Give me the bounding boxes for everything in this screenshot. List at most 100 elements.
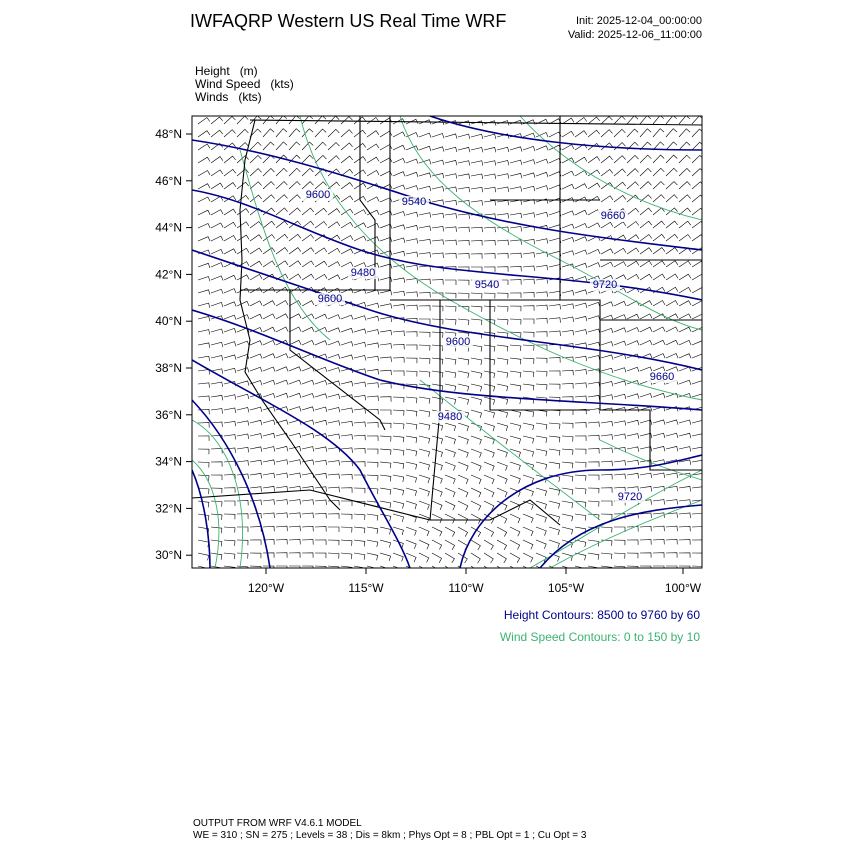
wind-barb: [574, 474, 587, 481]
wind-barb: [665, 432, 679, 439]
wind-barb: [626, 340, 640, 346]
wind-barb: [327, 500, 340, 506]
wind-barb: [561, 210, 575, 216]
contour-label: 9480: [351, 267, 375, 279]
wind-barb: [314, 260, 328, 268]
wind-barb: [366, 315, 380, 322]
wind-barb: [522, 146, 536, 152]
wind-barb: [392, 565, 399, 568]
wind-barb: [444, 513, 456, 524]
wind-barb: [496, 133, 510, 139]
wind-barb: [445, 279, 457, 285]
wind-barb: [626, 181, 639, 190]
lat-label: 40°N: [155, 314, 182, 328]
wind-barb: [314, 168, 327, 177]
wind-barb: [379, 343, 392, 349]
wind-barb: [327, 486, 340, 493]
wind-barb: [470, 396, 482, 405]
wind-barb: [457, 253, 470, 259]
wind-barb: [600, 142, 613, 151]
wind-barb: [249, 433, 263, 439]
wind-barb: [275, 167, 288, 177]
wind-barb: [470, 173, 483, 179]
wind-barb: [639, 234, 653, 242]
wind-barb: [431, 487, 443, 497]
wind-barb: [327, 208, 341, 216]
wind-barb: [652, 392, 666, 399]
wind-barb: [444, 199, 457, 206]
wind-barb: [418, 132, 432, 138]
wind-barb: [561, 290, 575, 296]
wind-barb: [509, 370, 522, 378]
wind-barb: [626, 273, 640, 281]
wind-barb: [262, 486, 275, 492]
wind-barb: [314, 406, 328, 412]
wind-barb: [210, 169, 224, 177]
wind-barb: [314, 380, 328, 386]
wind-barb: [392, 211, 406, 217]
wind-barb: [496, 370, 509, 378]
wind-barb: [197, 262, 211, 269]
wind-barb: [392, 184, 406, 190]
wind-barb: [691, 141, 702, 151]
wind-barb: [483, 160, 497, 166]
wind-barb: [340, 434, 353, 440]
wind-barb: [600, 565, 613, 568]
wind-barb: [470, 292, 483, 299]
wind-barb: [652, 247, 666, 255]
wind-barb: [626, 446, 640, 452]
wind-barb: [691, 181, 702, 190]
contour-label: 9540: [475, 279, 499, 291]
wind-barb: [639, 353, 653, 359]
wind-barb: [301, 141, 314, 151]
wind-barb: [639, 116, 652, 125]
wind-barb: [691, 565, 702, 567]
wind-barb: [392, 158, 406, 164]
wind-barb: [561, 487, 574, 495]
wind-barb: [405, 264, 418, 271]
wind-barb: [548, 487, 561, 496]
wind-barb: [223, 182, 237, 190]
wind-barb: [483, 370, 496, 379]
wind-barb: [275, 353, 289, 359]
wind-barb: [600, 552, 613, 560]
wind-barb: [197, 342, 211, 348]
contour-label: 9720: [593, 279, 617, 291]
wind-barb: [249, 313, 263, 320]
wind-barb: [470, 500, 482, 511]
wind-barb: [535, 526, 547, 536]
wind-barb: [288, 313, 302, 320]
wind-barb: [457, 474, 469, 485]
wind-barb: [652, 432, 666, 439]
wind-barb: [301, 406, 315, 412]
wind-barb: [652, 181, 665, 190]
wind-barb: [691, 194, 702, 203]
wind-barb: [210, 526, 223, 534]
wind-barb: [340, 155, 353, 164]
wind-barb: [236, 181, 249, 190]
wind-barb: [392, 131, 406, 138]
wind-barb: [665, 499, 678, 505]
wind-barb: [236, 407, 250, 413]
wind-barb: [236, 142, 249, 151]
wind-barb: [470, 474, 482, 485]
wind-barb: [639, 393, 653, 399]
wind-barb: [509, 357, 522, 365]
wind-barb: [522, 305, 535, 311]
wind-barb: [574, 329, 588, 335]
wind-barb: [470, 526, 482, 537]
wind-barb: [353, 288, 367, 294]
wind-barb: [535, 158, 549, 164]
wind-barb: [678, 379, 692, 386]
wind-barb: [613, 420, 627, 426]
wind-barb: [652, 326, 666, 333]
wind-barb: [353, 421, 366, 427]
wind-barb: [223, 155, 236, 164]
wind-barb: [626, 380, 640, 386]
wind-barb: [379, 500, 392, 508]
wind-barb: [223, 565, 236, 568]
wind-barb: [224, 500, 236, 506]
wind-barb: [614, 526, 626, 532]
wind-barb: [353, 262, 367, 268]
wind-barb: [496, 318, 509, 325]
